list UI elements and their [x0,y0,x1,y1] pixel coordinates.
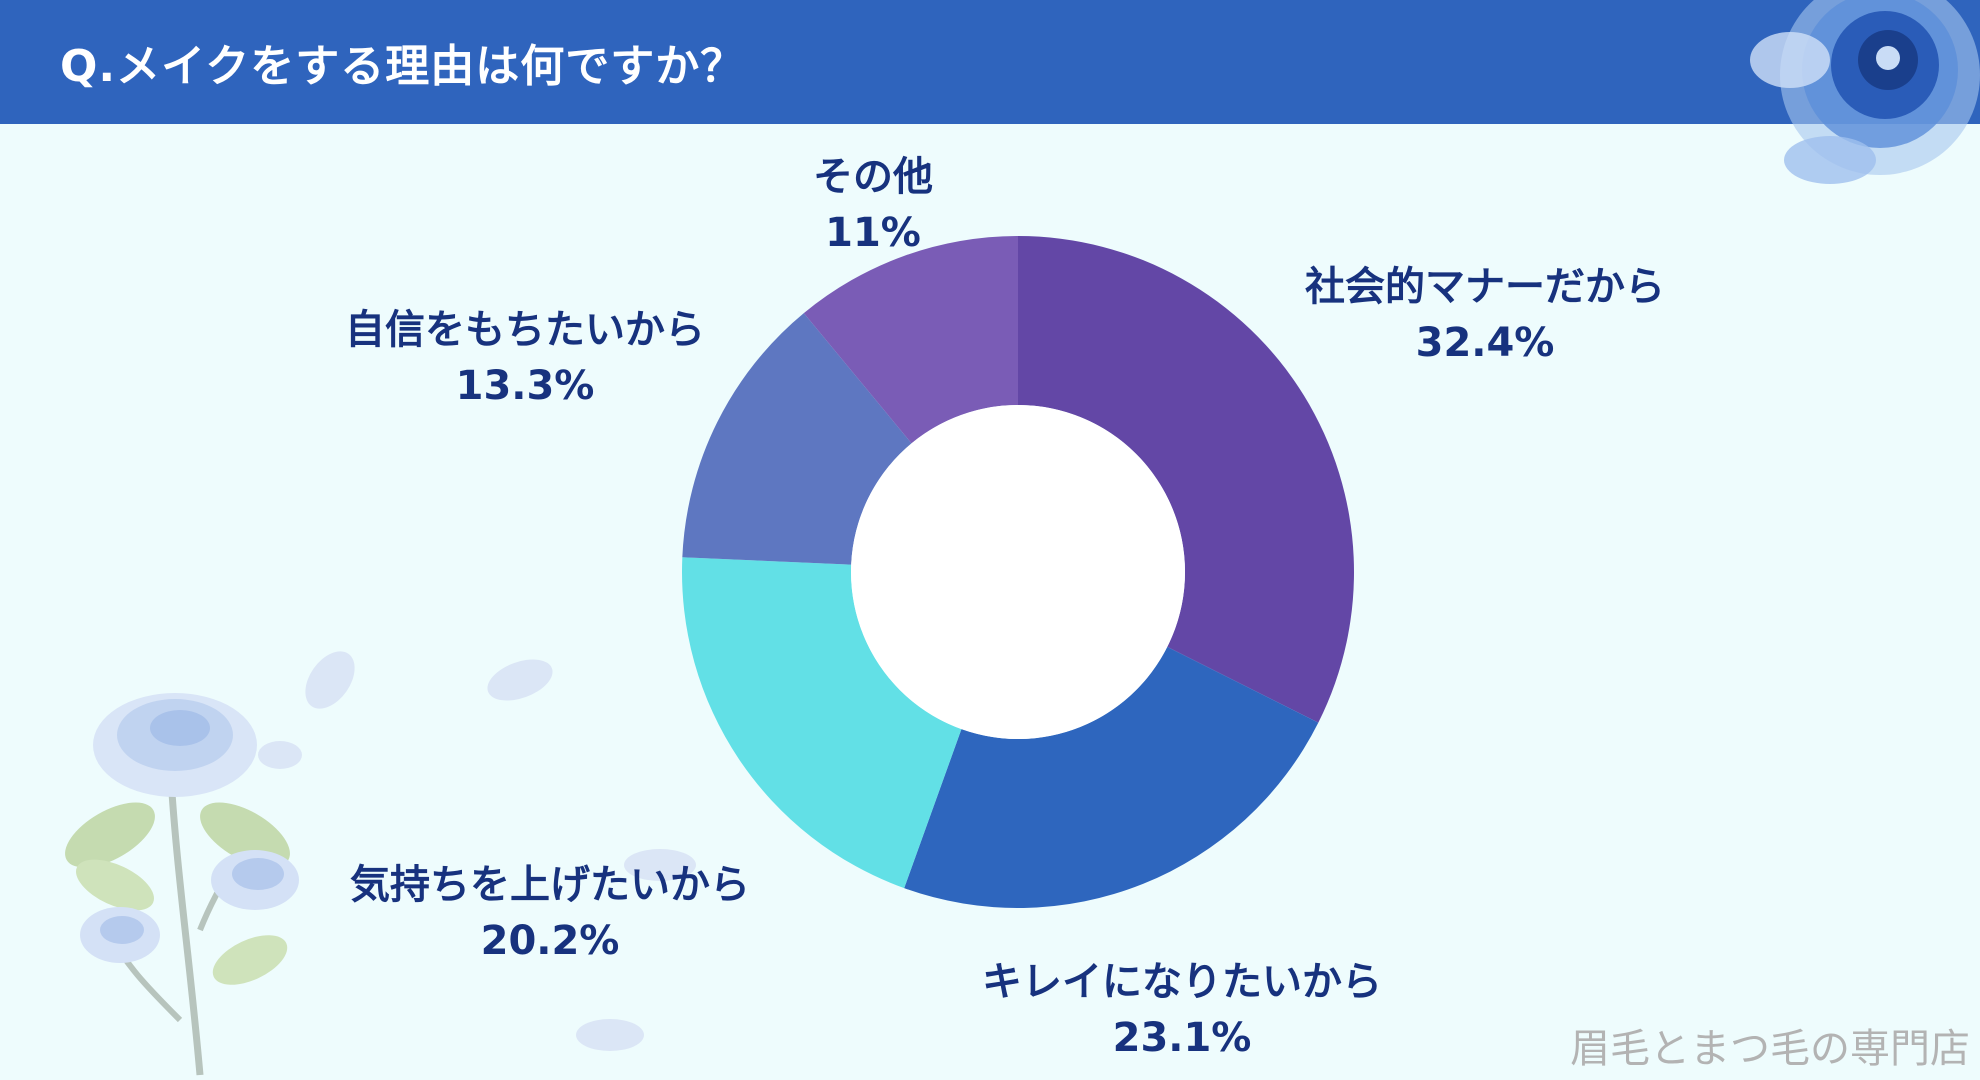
donut-hole [851,405,1185,739]
slice-labels: 社会的マナーだから 32.4% キレイになりたいから 23.1% 気持ちを上げたいから 2… [345,154,1665,1061]
watermark-text: 眉毛とまつ毛の専門店 [1570,1026,1970,1072]
slice-category-label: その他 [813,154,933,200]
slice-value-label: 20.2% [481,918,620,964]
donut-slices [682,236,1354,908]
title-bar: Q.メイクをする理由は何ですか？ [0,0,1980,124]
donut-slice [1018,236,1354,723]
donut-slice [803,236,1018,444]
donut-slice [682,557,962,889]
blue-rose-decoration-top [1750,0,1980,184]
slice-value-label: 13.3% [456,363,595,409]
slice-value-label: 32.4% [1416,320,1555,366]
slice-category-label: 自信をもちたいから [345,307,705,353]
donut-slice [904,646,1319,908]
slice-value-label: 11% [825,210,921,256]
page-title: Q.メイクをする理由は何ですか？ [60,41,746,92]
slice-category-label: 社会的マナーだから [1305,264,1665,310]
blue-rose-decoration-bottom [65,651,696,1076]
slice-category-label: 気持ちを上げたいから [350,862,750,908]
slice-value-label: 23.1% [1113,1015,1252,1061]
slice-category-label: キレイになりたいから [982,959,1382,1005]
donut-slice [682,313,912,565]
